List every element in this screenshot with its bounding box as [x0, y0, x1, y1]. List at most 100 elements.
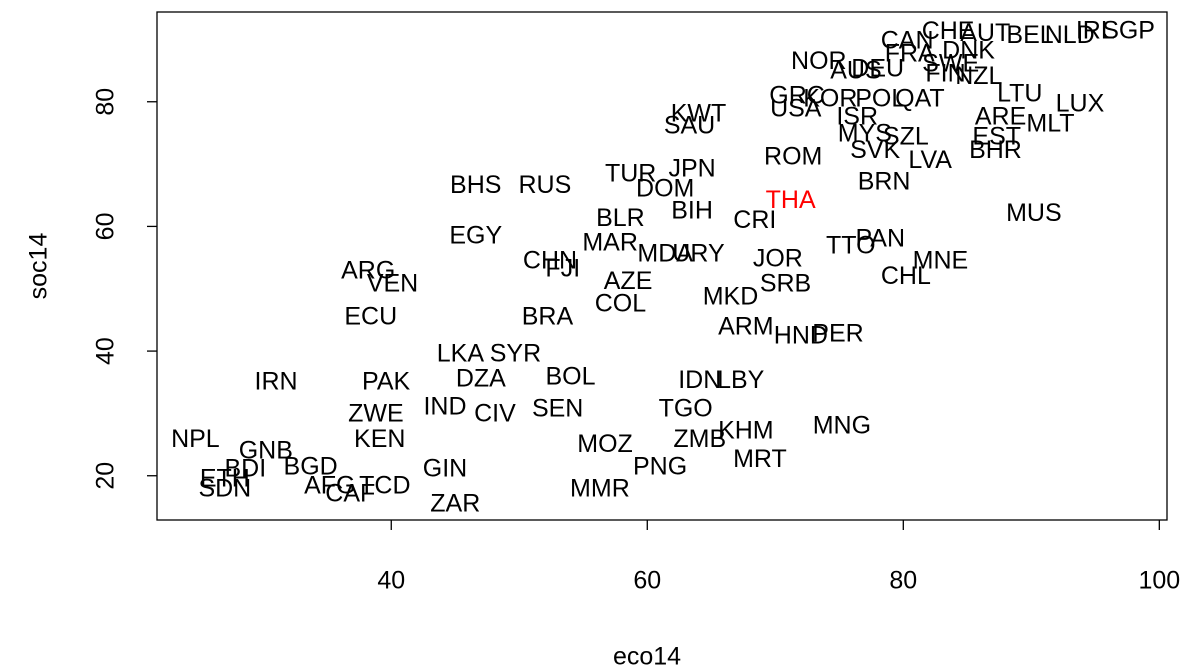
point-label: AUT: [960, 19, 1010, 47]
point-label: EST: [972, 123, 1021, 151]
point-label: LTU: [997, 80, 1042, 108]
point-label: POL: [855, 84, 905, 112]
point-label: ROM: [764, 142, 822, 170]
x-tick-label: 80: [889, 567, 917, 595]
point-label: TUR: [605, 159, 656, 187]
point-label: BRA: [522, 303, 574, 331]
point-label: NOR: [791, 47, 847, 75]
point-label: BHS: [450, 171, 501, 199]
point-label: NPL: [171, 425, 220, 453]
point-label: MKD: [703, 283, 759, 311]
x-tick-label: 100: [1138, 567, 1180, 595]
point-label: AFG: [304, 472, 355, 500]
point-label: GIN: [423, 455, 467, 483]
point-label: BHR: [969, 136, 1022, 164]
point-label: ARG: [341, 257, 395, 285]
point-label: DZA: [456, 364, 506, 392]
point-label: ZAR: [430, 490, 480, 518]
point-label: SEN: [532, 394, 583, 422]
point-label: IRN: [255, 367, 298, 395]
y-tick-label: 80: [92, 88, 120, 116]
point-label: MOZ: [577, 430, 633, 458]
point-label: LVA: [908, 146, 952, 174]
point-label: JPN: [668, 154, 715, 182]
point-label: SVK: [850, 136, 900, 164]
y-axis-label: soc14: [25, 233, 53, 300]
point-label: RUS: [518, 171, 571, 199]
point-label: NZL: [955, 62, 1002, 90]
point-label: ZWE: [348, 399, 404, 427]
point-label: CAN: [881, 27, 934, 55]
point-label: DEU: [851, 55, 904, 83]
point-label: VEN: [367, 270, 418, 298]
point-label: MUS: [1006, 199, 1062, 227]
point-label: IND: [423, 392, 466, 420]
point-label: GRC: [769, 81, 825, 109]
point-label: ZMB: [673, 425, 726, 453]
point-label: BGD: [284, 452, 338, 480]
point-label: MLT: [1026, 109, 1074, 137]
point-label: THA: [766, 186, 816, 214]
point-label: MMR: [570, 475, 630, 503]
point-label: DNK: [942, 37, 995, 65]
point-label: KWT: [671, 99, 727, 127]
point-label: TCD: [359, 472, 410, 500]
point-label: BEL: [1006, 21, 1053, 49]
point-label: BRN: [858, 167, 911, 195]
point-label: COL: [595, 290, 647, 318]
point-label: LUX: [1056, 89, 1105, 117]
point-label: SRB: [760, 270, 811, 298]
point-label: PER: [812, 319, 863, 347]
point-label: SDN: [198, 475, 251, 503]
point-label: NLD: [1045, 21, 1095, 49]
point-label: BIH: [671, 197, 713, 225]
point-label: PAK: [362, 367, 410, 395]
x-tick-label: 40: [377, 567, 405, 595]
point-label: LBY: [717, 366, 765, 394]
point-label: ARE: [975, 103, 1026, 131]
point-label: QAT: [895, 84, 945, 112]
point-label: MDA: [637, 240, 693, 268]
point-label: ECU: [344, 303, 397, 331]
point-label: DOM: [636, 174, 694, 202]
point-label: USA: [770, 94, 822, 122]
point-label: SGP: [1102, 17, 1155, 45]
point-label: BOL: [545, 362, 595, 390]
point-label: MNG: [813, 412, 871, 440]
point-label: TGO: [659, 394, 713, 422]
point-label: AUS: [830, 56, 881, 84]
y-tick-label: 60: [92, 213, 120, 241]
point-label: AZE: [604, 267, 653, 295]
point-label: KEN: [354, 425, 405, 453]
point-label: MAR: [582, 228, 638, 256]
point-label: KHM: [718, 417, 774, 445]
point-label: SWE: [922, 50, 979, 78]
x-tick-label: 60: [633, 567, 661, 595]
x-axis-label: eco14: [613, 643, 681, 671]
point-label: BDI: [224, 455, 266, 483]
y-tick-label: 40: [92, 337, 120, 365]
point-label: SYR: [490, 339, 541, 367]
point-label: FRA: [885, 40, 935, 68]
point-label: ARM: [718, 313, 774, 341]
point-label: SAU: [664, 111, 715, 139]
point-label: MYS: [838, 119, 892, 147]
point-label: KOR: [803, 84, 857, 112]
point-label: ETH: [200, 465, 250, 493]
point-label: HND: [774, 321, 828, 349]
point-label: EGY: [449, 222, 502, 250]
point-label: CHN: [523, 247, 577, 275]
point-label: BLR: [596, 204, 645, 232]
y-tick-label: 20: [92, 462, 120, 490]
point-label: URY: [672, 240, 725, 268]
point-label: JOR: [753, 245, 803, 273]
plot-frame: [156, 11, 1168, 521]
point-label: PAN: [855, 225, 905, 253]
point-label: PNG: [633, 452, 687, 480]
point-label: TTO: [826, 232, 876, 260]
point-label: CAF: [325, 480, 375, 508]
point-label: CHL: [881, 262, 931, 290]
point-label: GNB: [239, 437, 293, 465]
point-label: MNE: [913, 247, 969, 275]
